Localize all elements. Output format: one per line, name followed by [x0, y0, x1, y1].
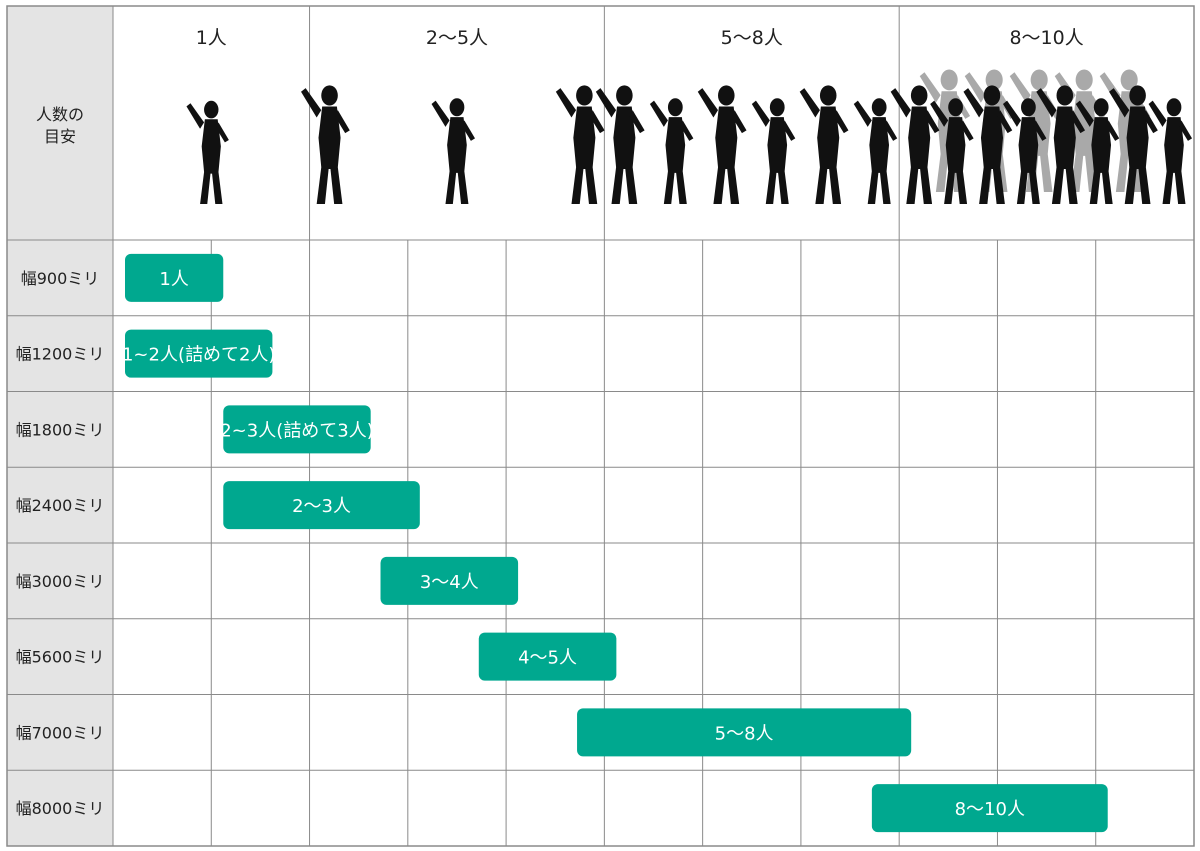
capacity-bar-label: 5〜8人	[715, 723, 774, 744]
group-label: 2〜5人	[426, 27, 488, 49]
crowd-silhouette	[890, 69, 1193, 204]
row-label: 幅900ミリ	[21, 269, 100, 288]
person-silhouette-icon	[595, 85, 645, 204]
capacity-bar-label: 1~2人(詰めて2人)	[122, 345, 275, 366]
capacity-bar-label: 4〜5人	[518, 648, 577, 669]
capacity-bar	[577, 708, 912, 757]
person-silhouette-icon	[697, 85, 747, 204]
person-silhouette-icon	[853, 98, 898, 204]
row-label: 幅2400ミリ	[16, 496, 105, 515]
row-label: 幅7000ミリ	[16, 723, 105, 742]
person-silhouette-icon	[1148, 98, 1193, 204]
group-label: 1人	[196, 27, 227, 49]
capacity-bar	[125, 329, 273, 378]
person-silhouette-icon	[649, 98, 694, 204]
crowd-silhouette	[186, 100, 229, 204]
capacity-bar-label: 1人	[159, 269, 188, 290]
crowd-silhouette	[301, 85, 605, 204]
corner-label-line-1: 人数の	[36, 105, 84, 124]
capacity-bar-label: 2〜3人	[292, 496, 351, 517]
corner-label-line-2: 目安	[44, 127, 76, 146]
row-label: 幅8000ミリ	[16, 799, 105, 818]
person-silhouette-icon	[751, 98, 796, 204]
crowd-silhouette	[595, 85, 898, 204]
capacity-bar	[478, 632, 617, 681]
row-label: 幅1200ミリ	[16, 345, 105, 364]
person-silhouette-icon	[301, 85, 350, 204]
capacity-bar-label: 3〜4人	[420, 572, 479, 593]
header-row: 人数の 目安 1人 2〜5人 5〜8人 8〜10人	[36, 27, 1193, 204]
table-frame	[6, 5, 1195, 847]
row-label: 幅3000ミリ	[16, 572, 105, 591]
capacity-bar-label: 8〜10人	[955, 799, 1025, 820]
person-silhouette-icon	[555, 85, 605, 204]
row-label: 幅5600ミリ	[16, 648, 105, 667]
person-silhouette-icon	[431, 98, 475, 204]
person-silhouette-icon	[799, 85, 849, 204]
capacity-bar-label: 2~3人(詰めて3人)	[220, 420, 373, 441]
group-label: 5〜8人	[721, 27, 783, 49]
group-label: 8〜10人	[1009, 27, 1083, 49]
table-grid	[7, 6, 1194, 846]
person-silhouette-icon	[186, 100, 229, 204]
capacity-bar	[223, 481, 420, 530]
capacity-bar	[380, 556, 519, 605]
label-column	[7, 6, 113, 846]
capacity-bar	[125, 253, 224, 302]
capacity-bar	[223, 405, 371, 454]
row-label: 幅1800ミリ	[16, 420, 105, 439]
capacity-bar	[871, 784, 1108, 833]
